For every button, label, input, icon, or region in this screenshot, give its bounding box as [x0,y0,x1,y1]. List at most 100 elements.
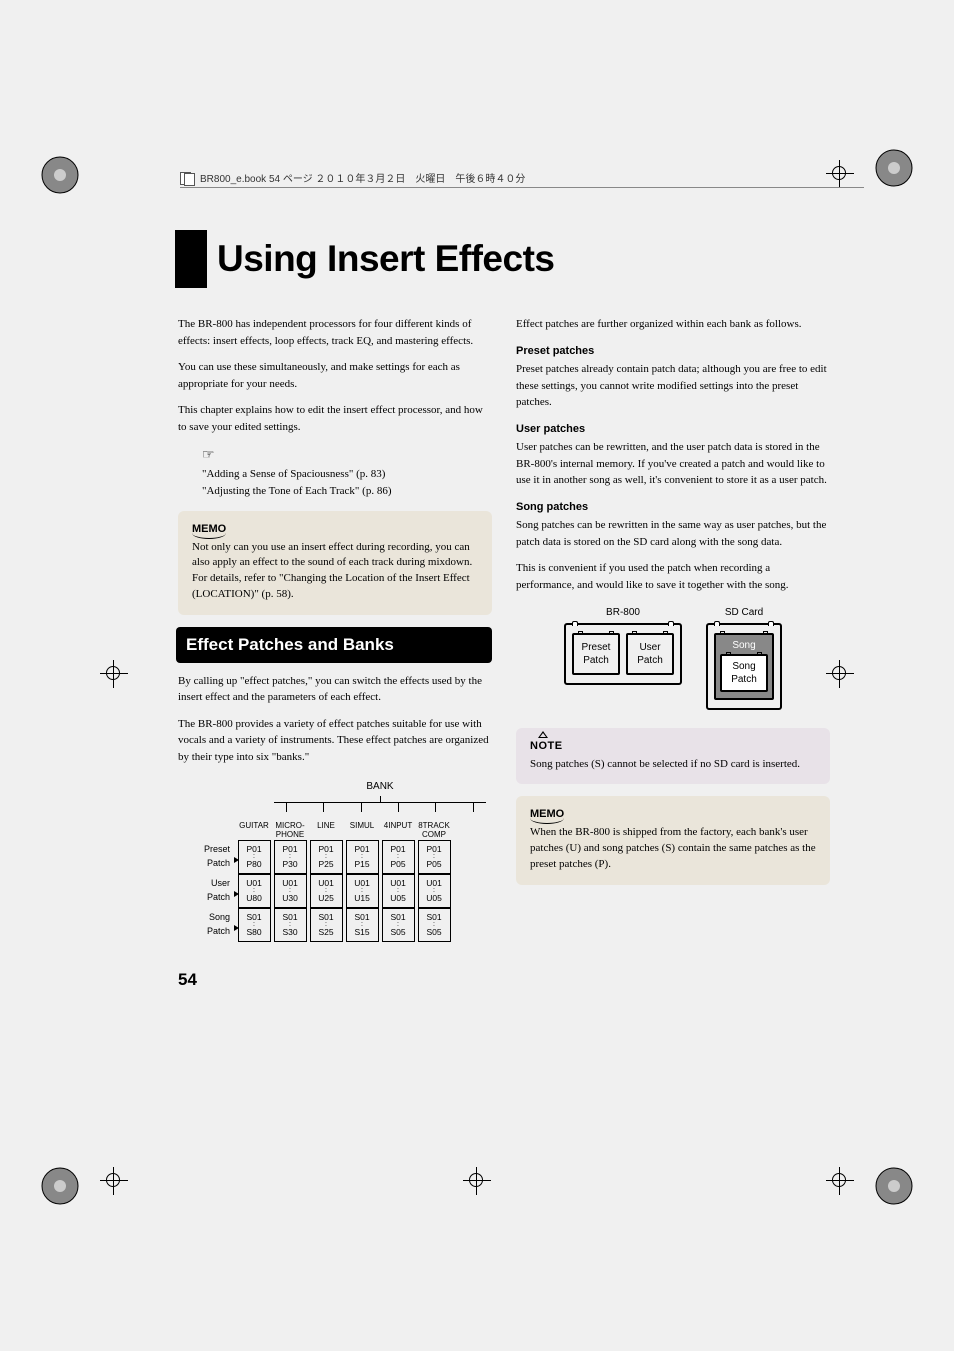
br800-unit: BR-800 Preset Patch User Patch [564,605,682,710]
memo-text: Not only can you use an insert effect du… [192,540,478,572]
song-outer-box: Song Song Patch [714,633,774,700]
bank-header: SIMUL [344,822,380,840]
memo-label: MEMO [192,521,226,538]
body-text: The BR-800 provides a variety of effect … [178,716,492,766]
bank-cell: S01:S05 [382,908,415,942]
memo-label: MEMO [530,806,564,823]
crop-mark [40,155,88,203]
page-content: Using Insert Effects The BR-800 has inde… [130,200,830,990]
reference-link: "Adjusting the Tone of Each Track" (p. 8… [202,483,492,500]
bank-cell: S01:S15 [346,908,379,942]
bank-title: BANK [268,779,492,794]
arrow-icon [234,925,239,931]
song-patch-box: Song Patch [720,654,768,692]
memo-callout: MEMO Not only can you use an insert effe… [178,511,492,615]
bank-row-label: User Patch [178,877,236,904]
preset-patch-box: Preset Patch [572,633,620,675]
bank-headers: GUITARMICRO- PHONELINESIMUL4INPUT8TRACK … [236,822,492,840]
page-number: 54 [178,970,830,990]
bank-cell: P01:P80 [238,840,271,874]
bank-cells: P01:P80P01:P30P01:P25P01:P15P01:P05P01:P… [236,840,452,874]
storage-box: Song Song Patch [706,623,782,710]
section-heading: Effect Patches and Banks [176,627,492,663]
note-text: Song patches (S) cannot be selected if n… [530,757,816,773]
body-text: This chapter explains how to edit the in… [178,402,492,435]
note-callout: NOTE Song patches (S) cannot be selected… [516,728,830,784]
storage-diagram: BR-800 Preset Patch User Patch SD Card S… [516,605,830,710]
subheading: User patches [516,421,830,438]
bank-cell: S01:S25 [310,908,343,942]
bank-header: MICRO- PHONE [272,822,308,840]
registration-mark [826,660,854,688]
crop-mark [866,1158,914,1206]
bank-rows: Preset PatchP01:P80P01:P30P01:P25P01:P15… [178,840,492,942]
song-label: Song [720,639,768,652]
page-title: Using Insert Effects [217,238,554,280]
bank-row: Song PatchS01:S80S01:S30S01:S25S01:S15S0… [178,908,492,942]
bank-cell: S01:S05 [418,908,451,942]
bank-header: 4INPUT [380,822,416,840]
bank-header: 8TRACK COMP [416,822,452,840]
bank-cell: S01:S80 [238,908,271,942]
subheading: Preset patches [516,343,830,360]
sdcard-unit: SD Card Song Song Patch [706,605,782,710]
bank-cell: P01:P15 [346,840,379,874]
bank-cell: P01:P30 [274,840,307,874]
body-text: By calling up "effect patches," you can … [178,673,492,706]
note-label: NOTE [530,738,563,755]
bank-cell: U01:U25 [310,874,343,908]
header-text: BR800_e.book 54 ページ ２０１０年３月２日 火曜日 午後６時４０… [200,170,525,185]
bank-cell: P01:P25 [310,840,343,874]
bank-cell: U01:U80 [238,874,271,908]
bank-row-label: Song Patch [178,911,236,938]
bank-header: GUITAR [236,822,272,840]
subheading: Song patches [516,499,830,516]
bank-diagram: BANK GUITARMICRO- PHONELINESIMUL4INPUT8T… [178,779,492,942]
bank-cell: P01:P05 [382,840,415,874]
storage-box: Preset Patch User Patch [564,623,682,685]
registration-mark [826,1167,854,1195]
bank-cell: P01:P05 [418,840,451,874]
arrow-icon [234,891,239,897]
title-accent [175,230,207,288]
bank-row: Preset PatchP01:P80P01:P30P01:P25P01:P15… [178,840,492,874]
pages-icon [180,172,194,184]
bank-header: LINE [308,822,344,840]
body-text: This is convenient if you used the patch… [516,560,830,593]
storage-title: BR-800 [564,605,682,620]
note-label-text: NOTE [530,740,563,752]
page-title-block: Using Insert Effects [175,230,830,288]
body-text: The BR-800 has independent processors fo… [178,316,492,349]
body-text: Song patches can be rewritten in the sam… [516,517,830,550]
registration-mark [463,1167,491,1195]
bank-row-label: Preset Patch [178,843,236,870]
body-text: User patches can be rewritten, and the u… [516,439,830,489]
bank-cell: U01:U05 [382,874,415,908]
memo-text: When the BR-800 is shipped from the fact… [530,825,816,873]
bank-cell: U01:U15 [346,874,379,908]
doc-header: BR800_e.book 54 ページ ２０１０年３月２日 火曜日 午後６時４０… [180,170,864,188]
body-text: You can use these simultaneously, and ma… [178,359,492,392]
body-text: Effect patches are further organized wit… [516,316,830,333]
memo-text: For details, refer to "Changing the Loca… [192,571,478,603]
bank-tree [268,796,492,822]
arrow-icon [234,857,239,863]
right-column: Effect patches are further organized wit… [516,316,830,942]
registration-mark [100,1167,128,1195]
bank-cell: S01:S30 [274,908,307,942]
crop-mark [40,1158,88,1206]
bank-row: User PatchU01:U80U01:U30U01:U25U01:U15U0… [178,874,492,908]
bank-cells: U01:U80U01:U30U01:U25U01:U15U01:U05U01:U… [236,874,452,908]
reference-block: ☞ "Adding a Sense of Spaciousness" (p. 8… [202,445,492,499]
crop-mark [866,148,914,196]
user-patch-box: User Patch [626,633,674,675]
storage-title: SD Card [706,605,782,620]
reference-link: "Adding a Sense of Spaciousness" (p. 83) [202,466,492,483]
memo-callout: MEMO When the BR-800 is shipped from the… [516,796,830,884]
bank-cells: S01:S80S01:S30S01:S25S01:S15S01:S05S01:S… [236,908,452,942]
body-text: Preset patches already contain patch dat… [516,361,830,411]
left-column: The BR-800 has independent processors fo… [178,316,492,942]
bank-cell: U01:U30 [274,874,307,908]
registration-mark [100,660,128,688]
bank-cell: U01:U05 [418,874,451,908]
